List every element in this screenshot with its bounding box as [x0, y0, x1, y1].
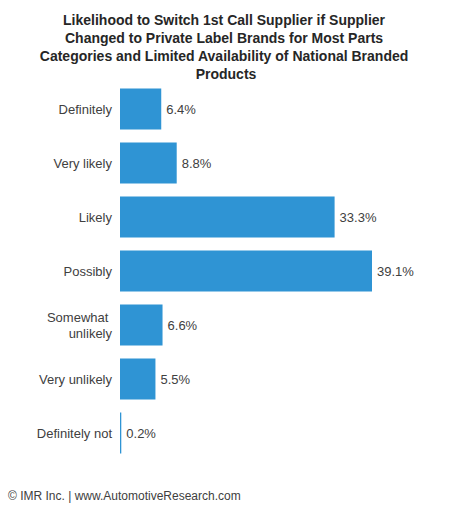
svg-text:8.8%: 8.8%	[182, 156, 212, 171]
svg-text:Likelihood to Switch 1st Call: Likelihood to Switch 1st Call Supplier i…	[63, 12, 389, 28]
svg-text:Changed to Private Label Brand: Changed to Private Label Brands for Most…	[65, 30, 387, 46]
svg-text:Very unlikely: Very unlikely	[39, 372, 112, 387]
svg-text:Definitely: Definitely	[59, 102, 113, 117]
svg-text:6.6%: 6.6%	[168, 318, 198, 333]
svg-text:39.1%: 39.1%	[377, 264, 414, 279]
svg-text:Somewhat: Somewhat	[47, 310, 112, 325]
svg-text:Possibly: Possibly	[64, 264, 113, 279]
svg-text:6.4%: 6.4%	[166, 102, 196, 117]
svg-text:5.5%: 5.5%	[160, 372, 190, 387]
svg-text:Likely: Likely	[79, 210, 113, 225]
svg-text:unlikely: unlikely	[69, 326, 113, 341]
svg-text:Very likely: Very likely	[53, 156, 112, 171]
svg-text:© IMR Inc. | www.AutomotiveRes: © IMR Inc. | www.AutomotiveResearch.com	[8, 489, 241, 503]
svg-text:33.3%: 33.3%	[340, 210, 377, 225]
svg-text:Products: Products	[196, 66, 257, 82]
svg-text:0.2%: 0.2%	[126, 426, 156, 441]
svg-text:Definitely not: Definitely not	[37, 426, 113, 441]
svg-text:Categories and Limited Availab: Categories and Limited Availability of N…	[40, 48, 412, 64]
